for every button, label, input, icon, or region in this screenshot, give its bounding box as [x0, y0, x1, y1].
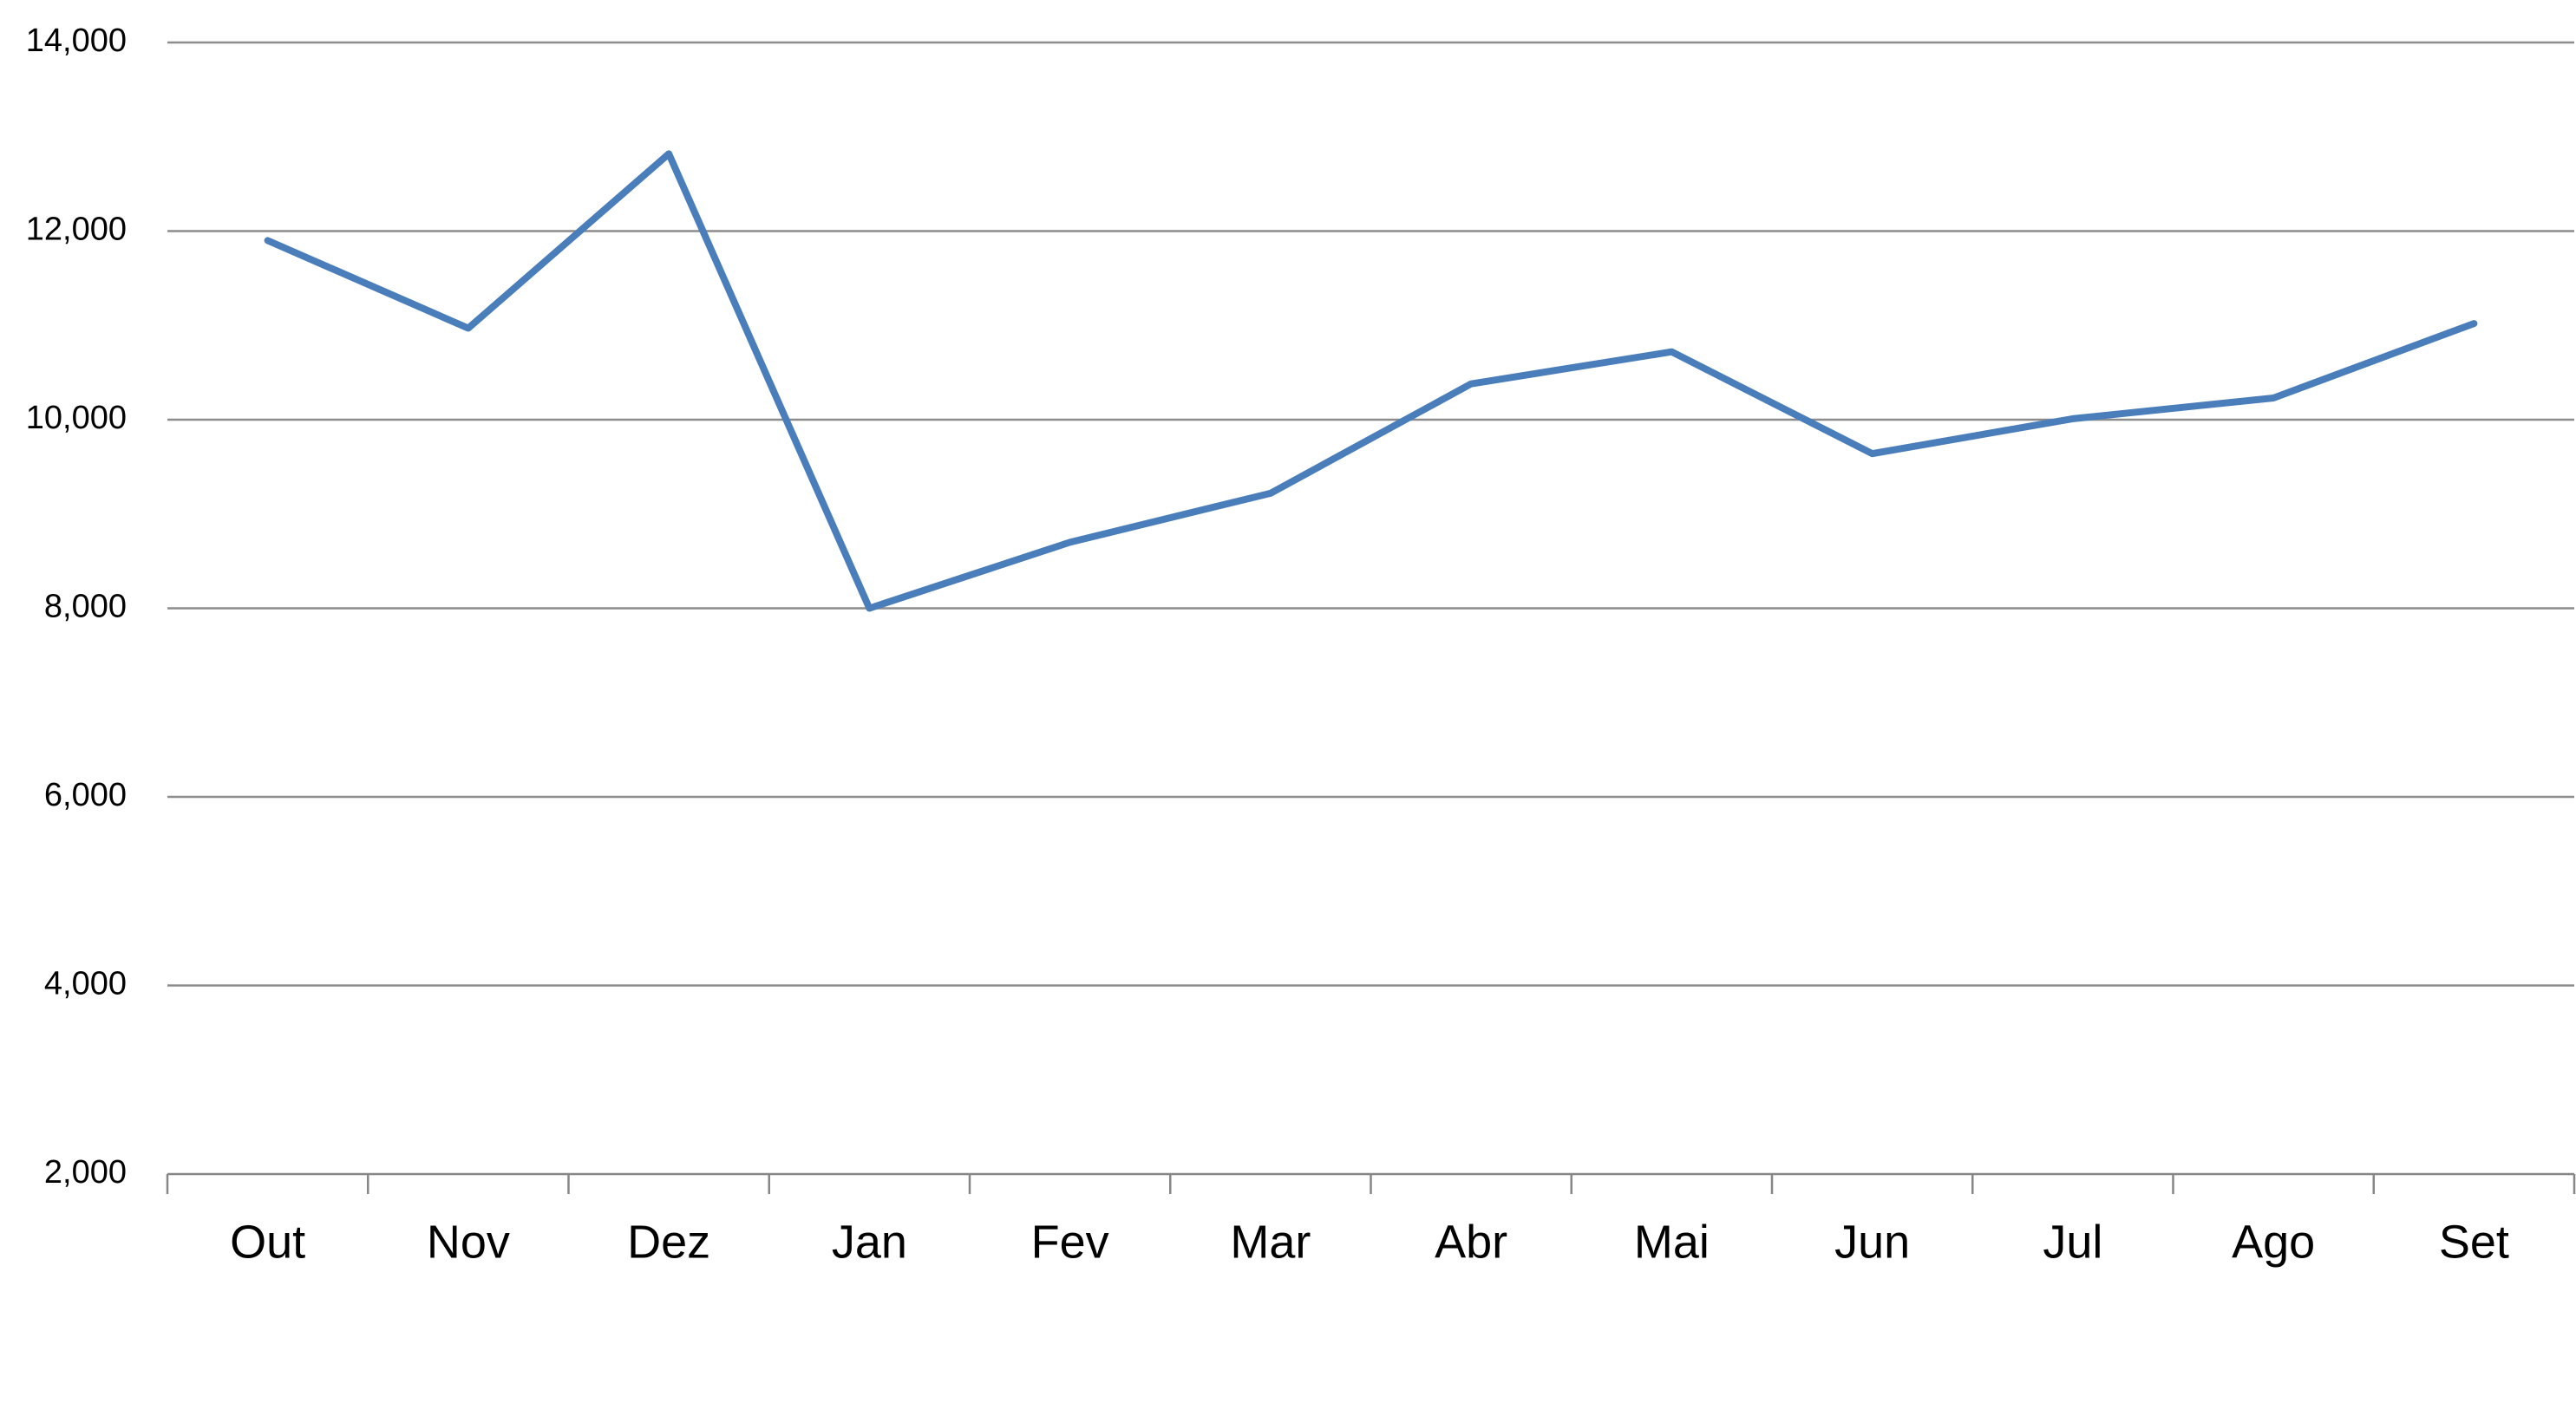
- y-tick-label: 2,000: [44, 1154, 127, 1191]
- x-tick-label: Jul: [2043, 1216, 2102, 1268]
- x-tick-label: Jan: [832, 1216, 907, 1268]
- x-tick-label: Out: [230, 1216, 305, 1268]
- y-tick-label: 8,000: [44, 589, 127, 625]
- x-tick-label: Set: [2439, 1216, 2509, 1268]
- x-tick-label: Mar: [1230, 1216, 1311, 1268]
- data-line: [264, 150, 2478, 612]
- y-tick-label: 10,000: [26, 400, 127, 436]
- x-tick-label: Mai: [1634, 1216, 1710, 1268]
- x-tick-label: Nov: [427, 1216, 510, 1268]
- y-tick-label: 14,000: [26, 23, 127, 59]
- x-tick-label: Fev: [1031, 1216, 1109, 1268]
- x-tick-label: Abr: [1435, 1216, 1507, 1268]
- x-tick-label: Dez: [627, 1216, 710, 1268]
- x-tick-label: Ago: [2232, 1216, 2315, 1268]
- y-tick-label: 6,000: [44, 777, 127, 813]
- y-tick-label: 4,000: [44, 966, 127, 1002]
- y-tick-label: 12,000: [26, 212, 127, 248]
- x-tick-label: Jun: [1834, 1216, 1910, 1268]
